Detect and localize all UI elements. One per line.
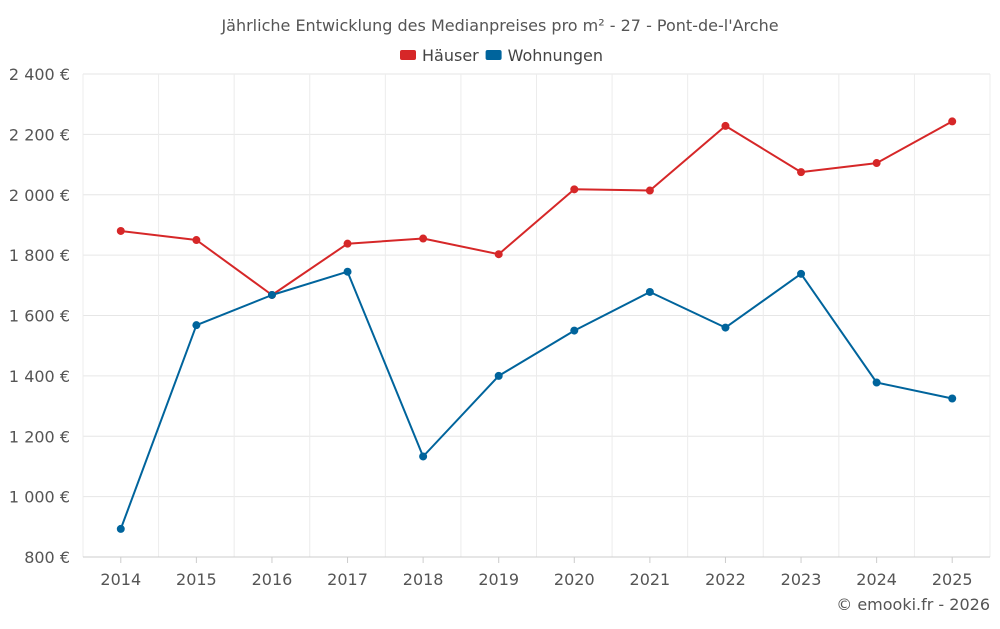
legend-item[interactable]: Wohnungen: [485, 46, 603, 65]
data-point[interactable]: [948, 117, 957, 126]
x-tick-label: 2018: [403, 570, 444, 589]
x-tick-label: 2020: [554, 570, 595, 589]
x-tick-label: 2021: [630, 570, 671, 589]
data-point[interactable]: [570, 326, 579, 335]
data-point[interactable]: [267, 290, 276, 299]
data-point[interactable]: [570, 185, 579, 194]
credit-text: © emooki.fr - 2026: [836, 595, 990, 614]
data-point[interactable]: [645, 287, 654, 296]
series-wohnungen: [116, 267, 957, 533]
x-tick-label: 2014: [100, 570, 141, 589]
legend: Häuser Wohnungen: [400, 46, 603, 65]
data-point[interactable]: [419, 234, 428, 243]
y-tick-label: 1 400 €: [9, 367, 70, 386]
chart-title: Jährliche Entwicklung des Medianpreises …: [220, 16, 778, 35]
y-tick-label: 1 000 €: [9, 488, 70, 507]
y-tick-label: 1 600 €: [9, 307, 70, 326]
data-point[interactable]: [721, 121, 730, 130]
data-point[interactable]: [116, 524, 125, 533]
data-point[interactable]: [721, 323, 730, 332]
data-point[interactable]: [343, 267, 352, 276]
x-tick-label: 2019: [478, 570, 519, 589]
data-point[interactable]: [343, 239, 352, 248]
data-point[interactable]: [948, 394, 957, 403]
legend-label: Wohnungen: [508, 46, 603, 65]
x-tick-label: 2017: [327, 570, 368, 589]
x-tick-label: 2016: [252, 570, 293, 589]
legend-swatch: [400, 50, 416, 60]
data-point[interactable]: [494, 371, 503, 380]
data-point[interactable]: [192, 321, 201, 330]
legend-swatch: [485, 50, 502, 60]
data-point[interactable]: [192, 236, 201, 245]
legend-label: Häuser: [422, 46, 479, 65]
y-tick-label: 1 800 €: [9, 246, 70, 265]
data-point[interactable]: [872, 378, 881, 387]
x-tick-label: 2024: [856, 570, 897, 589]
series-group: [116, 117, 957, 533]
y-tick-label: 2 000 €: [9, 186, 70, 205]
data-point[interactable]: [419, 452, 428, 461]
data-point[interactable]: [645, 186, 654, 195]
legend-item[interactable]: Häuser: [400, 46, 479, 65]
x-tick-label: 2015: [176, 570, 217, 589]
x-tick-label: 2023: [781, 570, 822, 589]
data-point[interactable]: [797, 269, 806, 278]
x-axis: 2014 2015 2016 2017 2018 2019 2020 2021 2022 2023…: [83, 556, 990, 589]
y-tick-label: 800 €: [24, 548, 70, 567]
data-point[interactable]: [116, 226, 125, 235]
x-tick-label: 2025: [932, 570, 973, 589]
data-point[interactable]: [872, 159, 881, 168]
y-tick-label: 2 200 €: [9, 125, 70, 144]
series-line: [120, 120, 953, 296]
grid-lines: [82, 73, 991, 558]
x-tick-label: 2022: [705, 570, 746, 589]
series-line: [119, 270, 953, 530]
y-axis: 800 € 1 000 € 1 200 € 1 400 € 1 600 € 1 800 €…: [9, 65, 70, 567]
data-point[interactable]: [494, 250, 503, 259]
y-tick-label: 2 400 €: [9, 65, 70, 84]
y-tick-label: 1 200 €: [9, 427, 70, 446]
data-point[interactable]: [797, 168, 806, 177]
